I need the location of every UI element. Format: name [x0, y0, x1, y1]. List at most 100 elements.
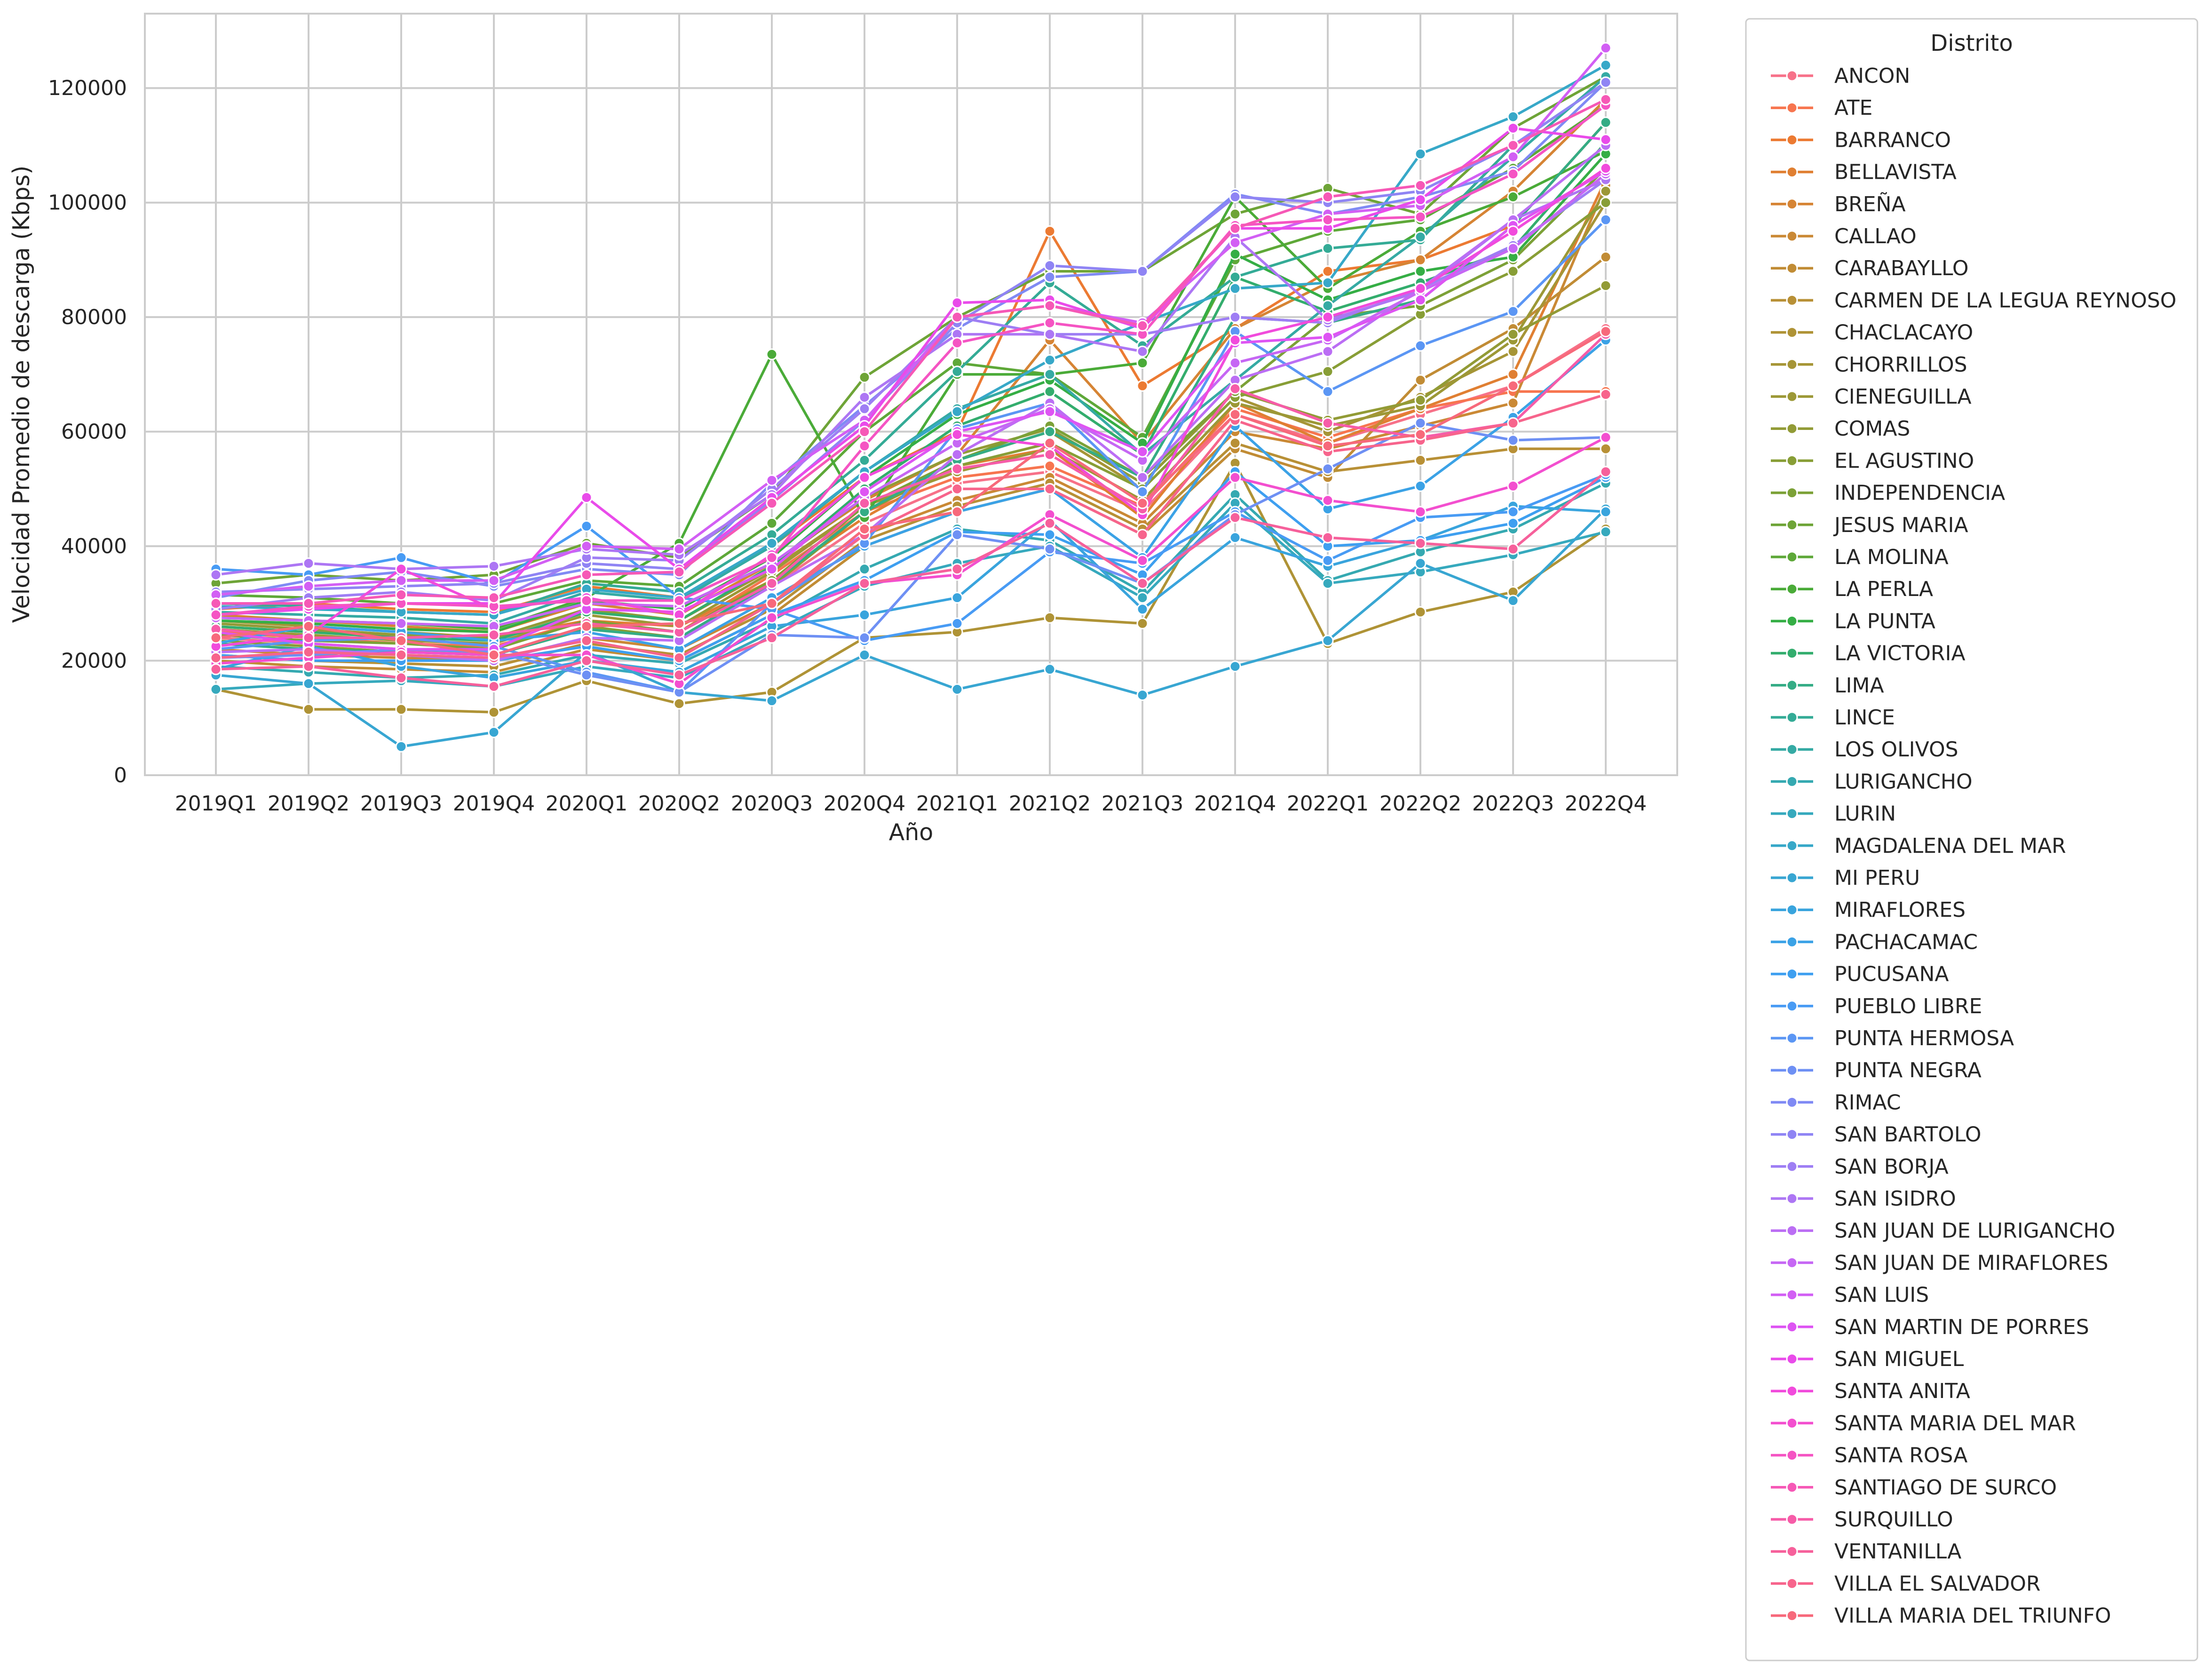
data-point	[1136, 345, 1149, 357]
data-point	[210, 663, 222, 675]
data-point	[1507, 139, 1519, 151]
data-point	[673, 617, 685, 629]
legend-label: EL AGUSTINO	[1834, 449, 1974, 473]
legend-swatch-marker	[1786, 1481, 1798, 1493]
legend-swatch-marker	[1786, 1064, 1798, 1076]
data-point	[951, 405, 963, 418]
data-point	[1414, 231, 1427, 243]
data-point	[1600, 76, 1612, 88]
data-point	[673, 651, 685, 664]
legend-swatch-marker	[1786, 390, 1798, 403]
data-point	[1044, 612, 1056, 624]
data-point	[858, 649, 871, 661]
legend-item: PACHACAMAC	[1771, 930, 1978, 954]
legend-item: SAN BORJA	[1771, 1155, 1949, 1179]
data-point	[1136, 445, 1149, 458]
legend-item: CARABAYLLO	[1771, 256, 1969, 280]
legend-label: SAN LUIS	[1834, 1283, 1929, 1307]
legend-label: LIMA	[1834, 674, 1884, 698]
data-point	[1600, 443, 1612, 455]
legend-label: MI PERU	[1834, 866, 1920, 890]
series	[210, 466, 1612, 692]
series-line	[215, 47, 1607, 596]
data-point	[395, 740, 407, 753]
data-point	[766, 632, 778, 644]
data-point	[395, 617, 407, 629]
legend-swatch-marker	[1786, 551, 1798, 563]
legend-label: JESUS MARIA	[1833, 513, 1968, 537]
data-point	[1507, 517, 1519, 529]
data-point	[951, 683, 963, 695]
data-point	[766, 537, 778, 549]
legend-swatch-marker	[1786, 102, 1798, 114]
data-point	[488, 629, 500, 641]
data-point	[1044, 368, 1056, 381]
y-tick-label: 40000	[61, 534, 127, 558]
data-point	[951, 563, 963, 575]
legend-item: VENTANILLA	[1771, 1540, 1961, 1564]
data-point	[1507, 434, 1519, 446]
data-point	[1600, 42, 1612, 54]
data-point	[1600, 506, 1612, 518]
data-point	[210, 609, 222, 621]
legend-swatch-marker	[1786, 615, 1798, 627]
legend-item: LA VICTORIA	[1771, 642, 1966, 666]
data-point	[580, 492, 593, 504]
y-axis-title: Velocidad Promedio de descarga (Kbps)	[8, 166, 35, 623]
data-point	[951, 448, 963, 461]
data-point	[1414, 429, 1427, 441]
legend-label: BREÑA	[1834, 192, 1906, 216]
data-point	[1044, 328, 1056, 341]
legend-swatch-marker	[1786, 1385, 1798, 1397]
legend-label: VILLA MARIA DEL TRIUNFO	[1834, 1604, 2111, 1628]
data-point	[951, 592, 963, 604]
series-line	[215, 470, 1607, 688]
data-point	[1414, 282, 1427, 294]
data-point	[1229, 437, 1241, 449]
legend-item: SANTIAGO DE SURCO	[1771, 1476, 2057, 1500]
y-tick-label: 0	[114, 763, 127, 787]
legend-swatch-marker	[1786, 358, 1798, 371]
legend-item: EL AGUSTINO	[1771, 449, 1974, 473]
legend-label: SAN BARTOLO	[1834, 1123, 1982, 1147]
x-tick-label: 2021Q3	[1102, 792, 1184, 816]
legend-swatch-marker	[1786, 840, 1798, 852]
data-point	[673, 698, 685, 710]
series-line	[215, 473, 1607, 642]
legend-swatch-marker	[1786, 1128, 1798, 1141]
data-point	[858, 497, 871, 509]
legend-label: LINCE	[1834, 706, 1895, 730]
data-point	[580, 669, 593, 681]
series	[210, 326, 1612, 661]
legend-label: MIRAFLORES	[1834, 898, 1966, 922]
legend-item: SURQUILLO	[1771, 1508, 1953, 1532]
series-line	[215, 173, 1607, 628]
series-line	[215, 81, 1607, 594]
legend-swatch-marker	[1786, 487, 1798, 499]
legend-label: SAN MIGUEL	[1834, 1347, 1964, 1371]
data-point	[1414, 340, 1427, 352]
data-point	[1322, 311, 1334, 323]
data-point	[1507, 328, 1519, 341]
legend-swatch-marker	[1786, 647, 1798, 659]
data-point	[1136, 380, 1149, 392]
series-line	[215, 142, 1607, 642]
legend-item: ATE	[1771, 96, 1872, 120]
x-tick-label: 2020Q1	[546, 792, 628, 816]
legend-swatch-marker	[1786, 198, 1798, 210]
data-point	[1229, 357, 1241, 369]
series-line	[215, 330, 1607, 657]
data-point	[766, 563, 778, 575]
data-point	[1044, 426, 1056, 438]
data-point	[766, 577, 778, 589]
legend-swatch-marker	[1786, 294, 1798, 306]
legend-item: CALLAO	[1771, 224, 1917, 248]
y-tick-label: 80000	[61, 305, 127, 329]
data-point	[766, 551, 778, 564]
data-point	[1414, 417, 1427, 429]
legend-swatch-marker	[1786, 70, 1798, 82]
data-point	[951, 311, 963, 323]
data-point	[1136, 485, 1149, 498]
legend-label: SAN JUAN DE MIRAFLORES	[1834, 1251, 2109, 1275]
data-point	[1414, 506, 1427, 518]
